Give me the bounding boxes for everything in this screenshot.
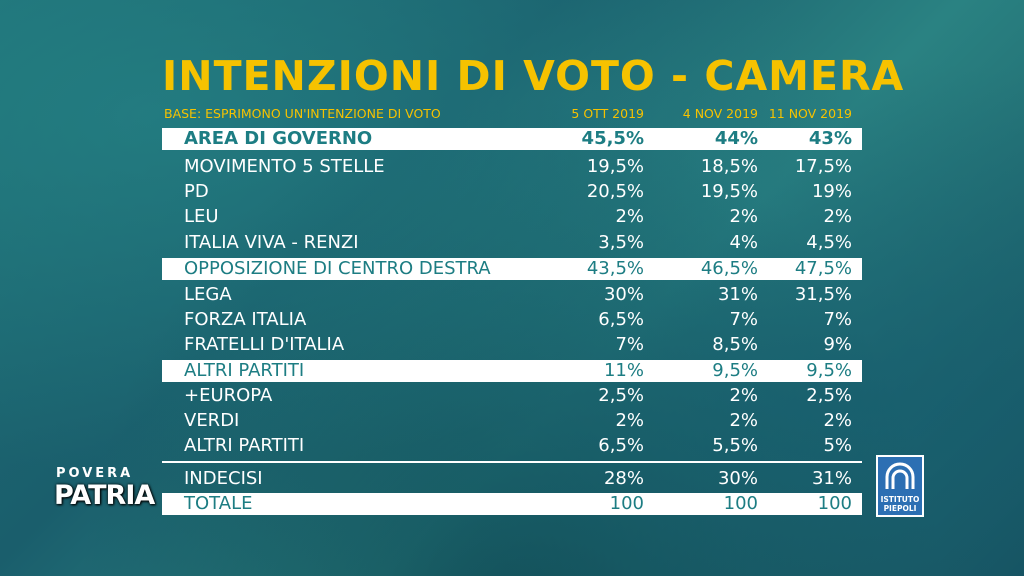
subtitle: BASE: ESPRIMONO UN'INTENZIONE DI VOTO bbox=[164, 106, 441, 121]
divider bbox=[162, 461, 862, 463]
table-row-indecisi: INDECISI 28% 30% 31% bbox=[162, 468, 862, 490]
row-value-2: 18,5% bbox=[700, 156, 758, 177]
row-label: ITALIA VIVA - RENZI bbox=[184, 232, 359, 253]
table-row: +EUROPA 2,5% 2% 2,5% bbox=[162, 385, 862, 407]
row-label: +EUROPA bbox=[184, 385, 273, 406]
arch-icon bbox=[885, 462, 915, 489]
row-value-1: 19,5% bbox=[586, 156, 644, 177]
column-header-3: 11 NOV 2019 bbox=[768, 106, 852, 121]
row-value-2: 2% bbox=[729, 410, 758, 431]
row-value-1: 2% bbox=[615, 410, 644, 431]
row-value-3: 47,5% bbox=[794, 258, 852, 279]
row-value-3: 4,5% bbox=[806, 232, 852, 253]
row-value-3: 2,5% bbox=[806, 385, 852, 406]
row-value-1: 3,5% bbox=[598, 232, 644, 253]
row-value-2: 7% bbox=[729, 309, 758, 330]
row-label: PD bbox=[184, 181, 209, 202]
column-header-1: 5 OTT 2019 bbox=[571, 106, 644, 121]
table-row: PD 20,5% 19,5% 19% bbox=[162, 181, 862, 203]
row-label: AREA DI GOVERNO bbox=[184, 128, 373, 149]
row-label: VERDI bbox=[184, 410, 240, 431]
row-value-1: 28% bbox=[603, 468, 644, 489]
row-value-1: 6,5% bbox=[598, 435, 644, 456]
row-value-1: 30% bbox=[603, 284, 644, 305]
table-row: MOVIMENTO 5 STELLE 19,5% 18,5% 17,5% bbox=[162, 156, 862, 178]
row-label: LEU bbox=[184, 206, 219, 227]
row-value-3: 2% bbox=[823, 206, 852, 227]
row-value-1: 20,5% bbox=[586, 181, 644, 202]
row-value-3: 7% bbox=[823, 309, 852, 330]
table-row: ALTRI PARTITI 6,5% 5,5% 5% bbox=[162, 435, 862, 457]
show-logo-top: POVERA bbox=[56, 466, 134, 481]
row-value-2: 2% bbox=[729, 206, 758, 227]
row-value-2: 46,5% bbox=[700, 258, 758, 279]
row-value-3: 100 bbox=[817, 493, 852, 514]
row-label: FRATELLI D'ITALIA bbox=[184, 334, 345, 355]
row-value-2: 2% bbox=[729, 385, 758, 406]
row-label: ALTRI PARTITI bbox=[184, 435, 305, 456]
row-value-3: 31% bbox=[811, 468, 852, 489]
table-row-area-governo: AREA DI GOVERNO 45,5% 44% 43% bbox=[162, 128, 862, 150]
row-label: MOVIMENTO 5 STELLE bbox=[184, 156, 385, 177]
row-value-3: 9,5% bbox=[806, 360, 852, 381]
row-value-1: 100 bbox=[609, 493, 644, 514]
row-value-2: 19,5% bbox=[700, 181, 758, 202]
row-label: TOTALE bbox=[184, 493, 253, 514]
row-value-1: 11% bbox=[603, 360, 644, 381]
row-value-3: 31,5% bbox=[794, 284, 852, 305]
row-value-2: 30% bbox=[717, 468, 758, 489]
table-row-altri-partiti: ALTRI PARTITI 11% 9,5% 9,5% bbox=[162, 360, 862, 382]
row-label: LEGA bbox=[184, 284, 232, 305]
row-value-2: 5,5% bbox=[712, 435, 758, 456]
institute-logo-line2: PIEPOLI bbox=[883, 504, 917, 513]
row-value-2: 44% bbox=[714, 128, 758, 149]
row-label: ALTRI PARTITI bbox=[184, 360, 305, 381]
row-value-2: 31% bbox=[717, 284, 758, 305]
row-value-3: 19% bbox=[811, 181, 852, 202]
table-row-totale: TOTALE 100 100 100 bbox=[162, 493, 862, 515]
table-row: LEU 2% 2% 2% bbox=[162, 206, 862, 228]
row-value-2: 8,5% bbox=[712, 334, 758, 355]
row-label: FORZA ITALIA bbox=[184, 309, 307, 330]
table-row: VERDI 2% 2% 2% bbox=[162, 410, 862, 432]
page-title: INTENZIONI DI VOTO - CAMERA bbox=[162, 52, 905, 100]
row-value-3: 17,5% bbox=[794, 156, 852, 177]
row-value-1: 6,5% bbox=[598, 309, 644, 330]
table-row: ITALIA VIVA - RENZI 3,5% 4% 4,5% bbox=[162, 232, 862, 254]
row-value-1: 2% bbox=[615, 206, 644, 227]
row-value-3: 5% bbox=[823, 435, 852, 456]
row-value-1: 7% bbox=[615, 334, 644, 355]
row-value-3: 43% bbox=[808, 128, 852, 149]
show-logo: POVERA PATRIA bbox=[54, 464, 155, 522]
institute-logo-line1: ISTITUTO bbox=[880, 495, 920, 504]
row-value-3: 2% bbox=[823, 410, 852, 431]
table-row: FORZA ITALIA 6,5% 7% 7% bbox=[162, 309, 862, 331]
table-row: LEGA 30% 31% 31,5% bbox=[162, 284, 862, 306]
column-header-2: 4 NOV 2019 bbox=[682, 106, 758, 121]
show-logo-bottom: PATRIA bbox=[54, 480, 155, 511]
row-value-2: 9,5% bbox=[712, 360, 758, 381]
row-label: INDECISI bbox=[184, 468, 263, 489]
row-value-2: 100 bbox=[723, 493, 758, 514]
row-value-2: 4% bbox=[729, 232, 758, 253]
institute-logo: ISTITUTO PIEPOLI bbox=[876, 455, 924, 517]
row-value-1: 43,5% bbox=[586, 258, 644, 279]
row-label: OPPOSIZIONE DI CENTRO DESTRA bbox=[184, 258, 491, 279]
row-value-1: 45,5% bbox=[581, 128, 644, 149]
table-row-opposizione: OPPOSIZIONE DI CENTRO DESTRA 43,5% 46,5%… bbox=[162, 258, 862, 280]
row-value-3: 9% bbox=[823, 334, 852, 355]
table-row: FRATELLI D'ITALIA 7% 8,5% 9% bbox=[162, 334, 862, 356]
row-value-1: 2,5% bbox=[598, 385, 644, 406]
